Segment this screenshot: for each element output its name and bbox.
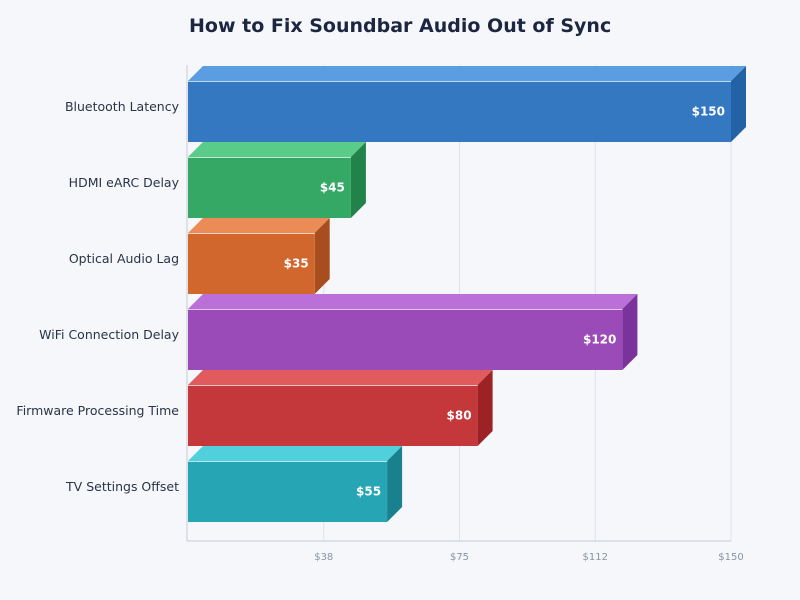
bar-side-face [622,294,638,370]
x-tick-label: $38 [314,552,333,563]
category-label: TV Settings Offset [65,479,179,494]
data-label: $35 [284,257,309,271]
category-label: Optical Audio Lag [69,251,179,266]
data-label: $150 [692,105,725,119]
bar-side-face [477,370,493,446]
category-label: Firmware Processing Time [16,403,179,418]
bar [188,461,388,522]
category-label: WiFi Connection Delay [39,327,179,342]
x-tick-label: $75 [450,552,469,563]
x-tick-label: $112 [583,552,608,563]
bar-top-face [188,370,493,385]
bar [188,309,623,370]
bar-side-face [731,66,746,142]
chart-title: How to Fix Soundbar Audio Out of Sync [189,15,612,37]
bar-top-face [188,446,403,461]
data-label: $45 [320,181,345,195]
bar-side-face [350,142,366,218]
bar [188,81,731,142]
x-tick-label: $150 [718,552,743,563]
bar [188,385,478,446]
bar [188,157,351,218]
bar-top-face [188,294,638,309]
bar-top-face [188,66,746,81]
category-label: Bluetooth Latency [65,99,180,114]
bar-side-face [314,218,330,294]
bar-side-face [387,446,403,522]
data-label: $55 [356,485,381,499]
bar-top-face [188,218,330,233]
bar [188,233,315,294]
category-label: HDMI eARC Delay [69,175,180,190]
data-label: $120 [583,333,616,347]
data-label: $80 [447,409,472,423]
bar-top-face [188,142,366,157]
